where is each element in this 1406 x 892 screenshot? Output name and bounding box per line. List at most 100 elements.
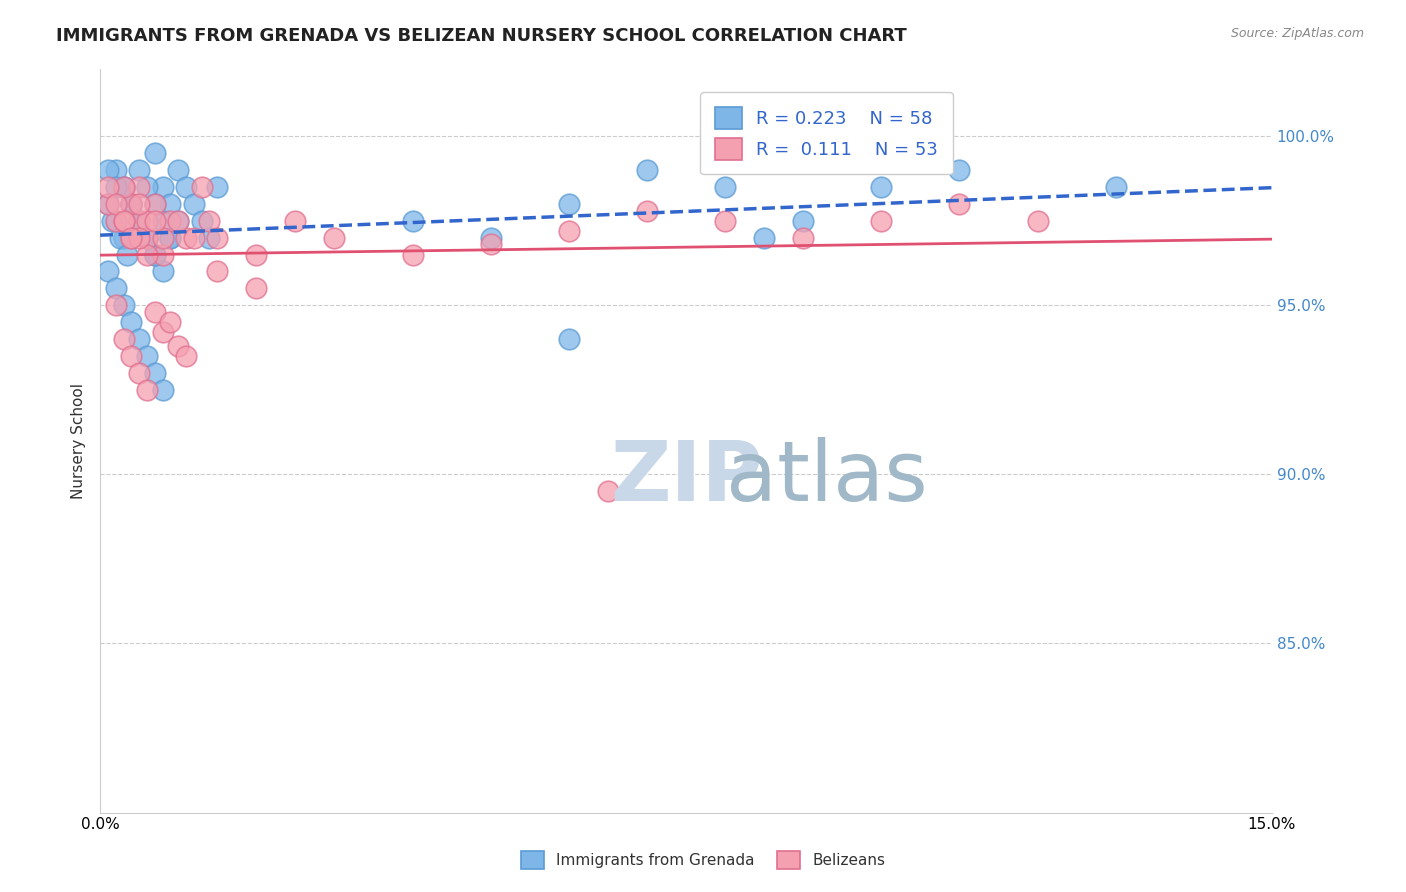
Y-axis label: Nursery School: Nursery School bbox=[72, 383, 86, 499]
Point bbox=[714, 180, 737, 194]
Point bbox=[128, 366, 150, 380]
Point bbox=[190, 213, 212, 227]
Point bbox=[112, 180, 135, 194]
Point bbox=[128, 213, 150, 227]
Point bbox=[136, 349, 159, 363]
Point bbox=[870, 180, 893, 194]
Point bbox=[174, 180, 197, 194]
Point bbox=[1026, 213, 1049, 227]
Point bbox=[323, 230, 346, 244]
Point bbox=[97, 163, 120, 178]
Point bbox=[97, 196, 120, 211]
Point bbox=[128, 230, 150, 244]
Point bbox=[136, 230, 159, 244]
Point bbox=[112, 180, 135, 194]
Point bbox=[112, 180, 135, 194]
Point bbox=[207, 230, 229, 244]
Point bbox=[479, 237, 502, 252]
Point bbox=[401, 213, 423, 227]
Text: atlas: atlas bbox=[725, 437, 928, 518]
Point bbox=[636, 163, 658, 178]
Point bbox=[143, 196, 166, 211]
Point bbox=[104, 213, 127, 227]
Point bbox=[128, 213, 150, 227]
Point bbox=[108, 230, 131, 244]
Point bbox=[128, 332, 150, 346]
Point bbox=[948, 163, 970, 178]
Point bbox=[207, 264, 229, 278]
Point bbox=[120, 196, 142, 211]
Point bbox=[143, 305, 166, 319]
Point bbox=[245, 281, 267, 295]
Point bbox=[159, 230, 181, 244]
Point bbox=[870, 213, 893, 227]
Point bbox=[792, 213, 814, 227]
Point bbox=[104, 281, 127, 295]
Point bbox=[136, 180, 159, 194]
Point bbox=[143, 196, 166, 211]
Point bbox=[120, 196, 142, 211]
Point bbox=[167, 213, 190, 227]
Point bbox=[97, 196, 120, 211]
Point bbox=[143, 247, 166, 261]
Point bbox=[948, 196, 970, 211]
Point bbox=[143, 213, 166, 227]
Point bbox=[112, 213, 135, 227]
Point bbox=[792, 230, 814, 244]
Point bbox=[558, 224, 581, 238]
Point bbox=[714, 213, 737, 227]
Point bbox=[104, 163, 127, 178]
Point bbox=[159, 213, 181, 227]
Point bbox=[1105, 180, 1128, 194]
Point bbox=[183, 230, 205, 244]
Point bbox=[112, 230, 135, 244]
Point bbox=[174, 349, 197, 363]
Point bbox=[128, 213, 150, 227]
Point bbox=[636, 203, 658, 218]
Point bbox=[104, 213, 127, 227]
Point bbox=[120, 349, 142, 363]
Point bbox=[143, 146, 166, 161]
Point bbox=[167, 213, 190, 227]
Point bbox=[120, 315, 142, 329]
Point bbox=[120, 230, 142, 244]
Point bbox=[128, 180, 150, 194]
Point bbox=[128, 213, 150, 227]
Point bbox=[112, 213, 135, 227]
Point bbox=[752, 230, 775, 244]
Point bbox=[207, 180, 229, 194]
Point bbox=[136, 230, 159, 244]
Point bbox=[128, 196, 150, 211]
Point bbox=[120, 230, 142, 244]
Point bbox=[120, 196, 142, 211]
Text: IMMIGRANTS FROM GRENADA VS BELIZEAN NURSERY SCHOOL CORRELATION CHART: IMMIGRANTS FROM GRENADA VS BELIZEAN NURS… bbox=[56, 27, 907, 45]
Point bbox=[136, 247, 159, 261]
Text: Source: ZipAtlas.com: Source: ZipAtlas.com bbox=[1230, 27, 1364, 40]
Point bbox=[558, 332, 581, 346]
Point bbox=[136, 230, 159, 244]
Point bbox=[152, 247, 174, 261]
Point bbox=[159, 196, 181, 211]
Point bbox=[128, 163, 150, 178]
Point bbox=[112, 298, 135, 312]
Point bbox=[167, 163, 190, 178]
Text: ZIP: ZIP bbox=[610, 437, 762, 518]
Point bbox=[167, 339, 190, 353]
Point bbox=[101, 213, 124, 227]
Point bbox=[143, 247, 166, 261]
Point bbox=[174, 230, 197, 244]
Point bbox=[152, 326, 174, 340]
Point bbox=[97, 264, 120, 278]
Point bbox=[183, 196, 205, 211]
Point bbox=[117, 247, 139, 261]
Point bbox=[120, 196, 142, 211]
Point bbox=[152, 180, 174, 194]
Point bbox=[136, 230, 159, 244]
Point bbox=[152, 213, 174, 227]
Point bbox=[152, 230, 174, 244]
Point bbox=[104, 180, 127, 194]
Point bbox=[401, 247, 423, 261]
Point bbox=[245, 247, 267, 261]
Point bbox=[198, 213, 221, 227]
Point bbox=[190, 180, 212, 194]
